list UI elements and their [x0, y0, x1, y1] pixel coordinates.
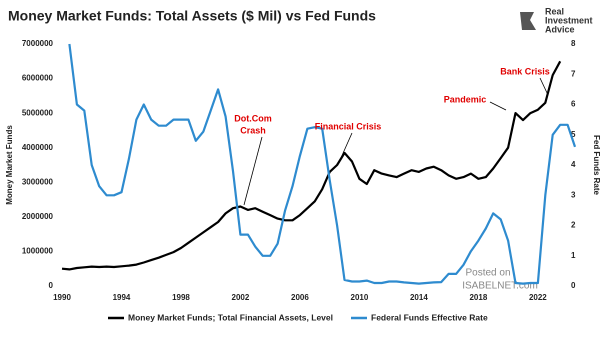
legend-label: Money Market Funds; Total Financial Asse…: [128, 312, 333, 322]
x-tick-label: 2010: [351, 293, 369, 302]
y2-tick-label: 0: [571, 281, 576, 290]
y-tick-label: 6000000: [22, 74, 54, 83]
y-tick-label: 1000000: [22, 247, 54, 256]
annotation: Bank Crisis: [500, 66, 550, 76]
y2-tick-label: 7: [571, 69, 576, 78]
annotation-arrow: [339, 132, 353, 161]
annotation: Crash: [240, 125, 266, 135]
logo-text: Advice: [545, 24, 575, 34]
y-tick-label: 3000000: [22, 177, 54, 186]
annotation-arrow: [539, 77, 549, 96]
watermark: ISABELNET.com: [462, 281, 538, 292]
logo-text: Investment: [545, 15, 593, 25]
y-axis-title: Money Market Funds: [5, 125, 14, 205]
y2-tick-label: 8: [571, 39, 576, 48]
chart-title: Money Market Funds: Total Assets ($ Mil)…: [8, 8, 376, 24]
y2-tick-label: 2: [571, 221, 576, 230]
y2-tick-label: 3: [571, 190, 576, 199]
series-line: [68, 43, 577, 285]
y2-tick-label: 1: [571, 251, 576, 260]
logo-text: Real: [545, 6, 564, 16]
logo: Real Investment Advice: [520, 6, 593, 34]
y-tick-label: 5000000: [22, 108, 54, 117]
x-tick-label: 2022: [529, 293, 547, 302]
y2-tick-label: 4: [571, 160, 576, 169]
y2-tick-label: 6: [571, 100, 576, 109]
legend-label: Federal Funds Effective Rate: [371, 312, 488, 322]
logo-icon: [520, 12, 536, 30]
x-tick-label: 2006: [291, 293, 309, 302]
series-line: [61, 60, 562, 271]
y-tick-label: 0: [49, 281, 54, 290]
x-tick-label: 2018: [469, 293, 487, 302]
annotation: Dot.Com: [234, 113, 272, 123]
y-tick-label: 7000000: [22, 39, 54, 48]
x-tick-label: 1990: [53, 293, 71, 302]
y-tick-label: 4000000: [22, 143, 54, 152]
x-tick-label: 1994: [113, 293, 131, 302]
annotation-arrow: [489, 101, 507, 111]
x-tick-label: 2002: [232, 293, 250, 302]
annotation: Financial Crisis: [315, 121, 382, 131]
annotation-arrow: [243, 136, 263, 206]
x-tick-label: 2014: [410, 293, 428, 302]
x-tick-label: 1998: [172, 293, 190, 302]
annotation: Pandemic: [444, 94, 487, 104]
y2-axis-title: Fed Funds Rate: [592, 135, 601, 196]
y2-tick-label: 5: [571, 130, 576, 139]
watermark: Posted on: [465, 268, 510, 279]
y-tick-label: 2000000: [22, 212, 54, 221]
